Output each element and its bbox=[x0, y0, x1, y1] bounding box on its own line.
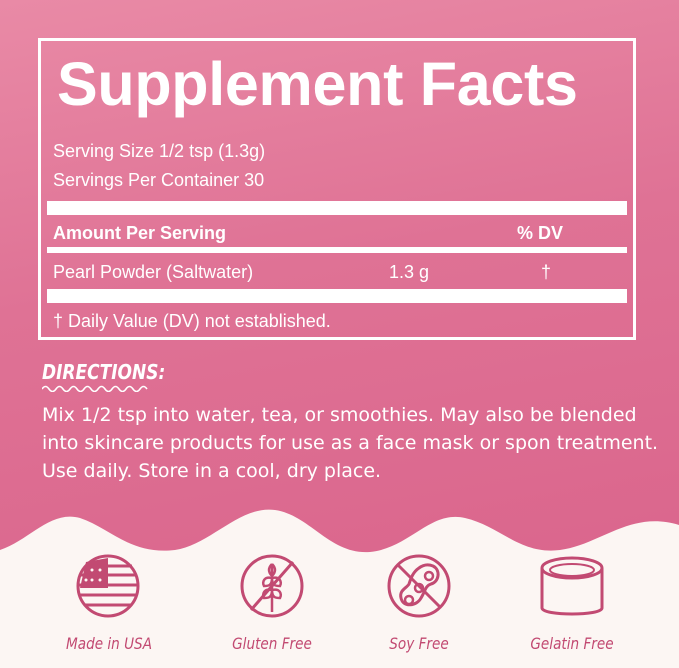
divider bbox=[47, 247, 627, 253]
badge-made-in-usa: Made in USA bbox=[65, 634, 153, 653]
squiggle-underline bbox=[42, 385, 148, 392]
badge-gluten-free: Gluten Free bbox=[232, 634, 312, 653]
dv-header: % DV bbox=[517, 223, 564, 243]
badge-gelatin-free: Gelatin Free bbox=[530, 634, 614, 653]
ingredient-amount: 1.3 g bbox=[389, 262, 430, 282]
amount-header: Amount Per Serving bbox=[53, 223, 227, 243]
ingredient-dv: † bbox=[541, 262, 552, 282]
usa-flag-icon bbox=[76, 554, 140, 618]
footnote: † Daily Value (DV) not established. bbox=[53, 311, 331, 331]
soy-free-icon bbox=[387, 554, 451, 618]
directions-text: Mix 1/2 tsp into water, tea, or smoothie… bbox=[42, 404, 659, 482]
badge-soy-free: Soy Free bbox=[389, 634, 449, 653]
ingredient-name: Pearl Powder (Saltwater) bbox=[53, 262, 254, 282]
serving-size: Serving Size 1/2 tsp (1.3g) bbox=[53, 141, 266, 161]
gelatin-free-icon bbox=[540, 556, 604, 616]
divider-thick bbox=[47, 201, 627, 215]
gluten-free-icon bbox=[240, 554, 304, 618]
wave-divider bbox=[0, 509, 679, 668]
directions-heading: DIRECTIONS: bbox=[42, 360, 166, 384]
servings-per-container: Servings Per Container 30 bbox=[53, 170, 265, 190]
facts-title: Supplement Facts bbox=[57, 50, 578, 118]
divider-thick bbox=[47, 289, 627, 303]
supplement-facts-panel: Supplement Facts Serving Size 1/2 tsp (1… bbox=[38, 38, 636, 340]
